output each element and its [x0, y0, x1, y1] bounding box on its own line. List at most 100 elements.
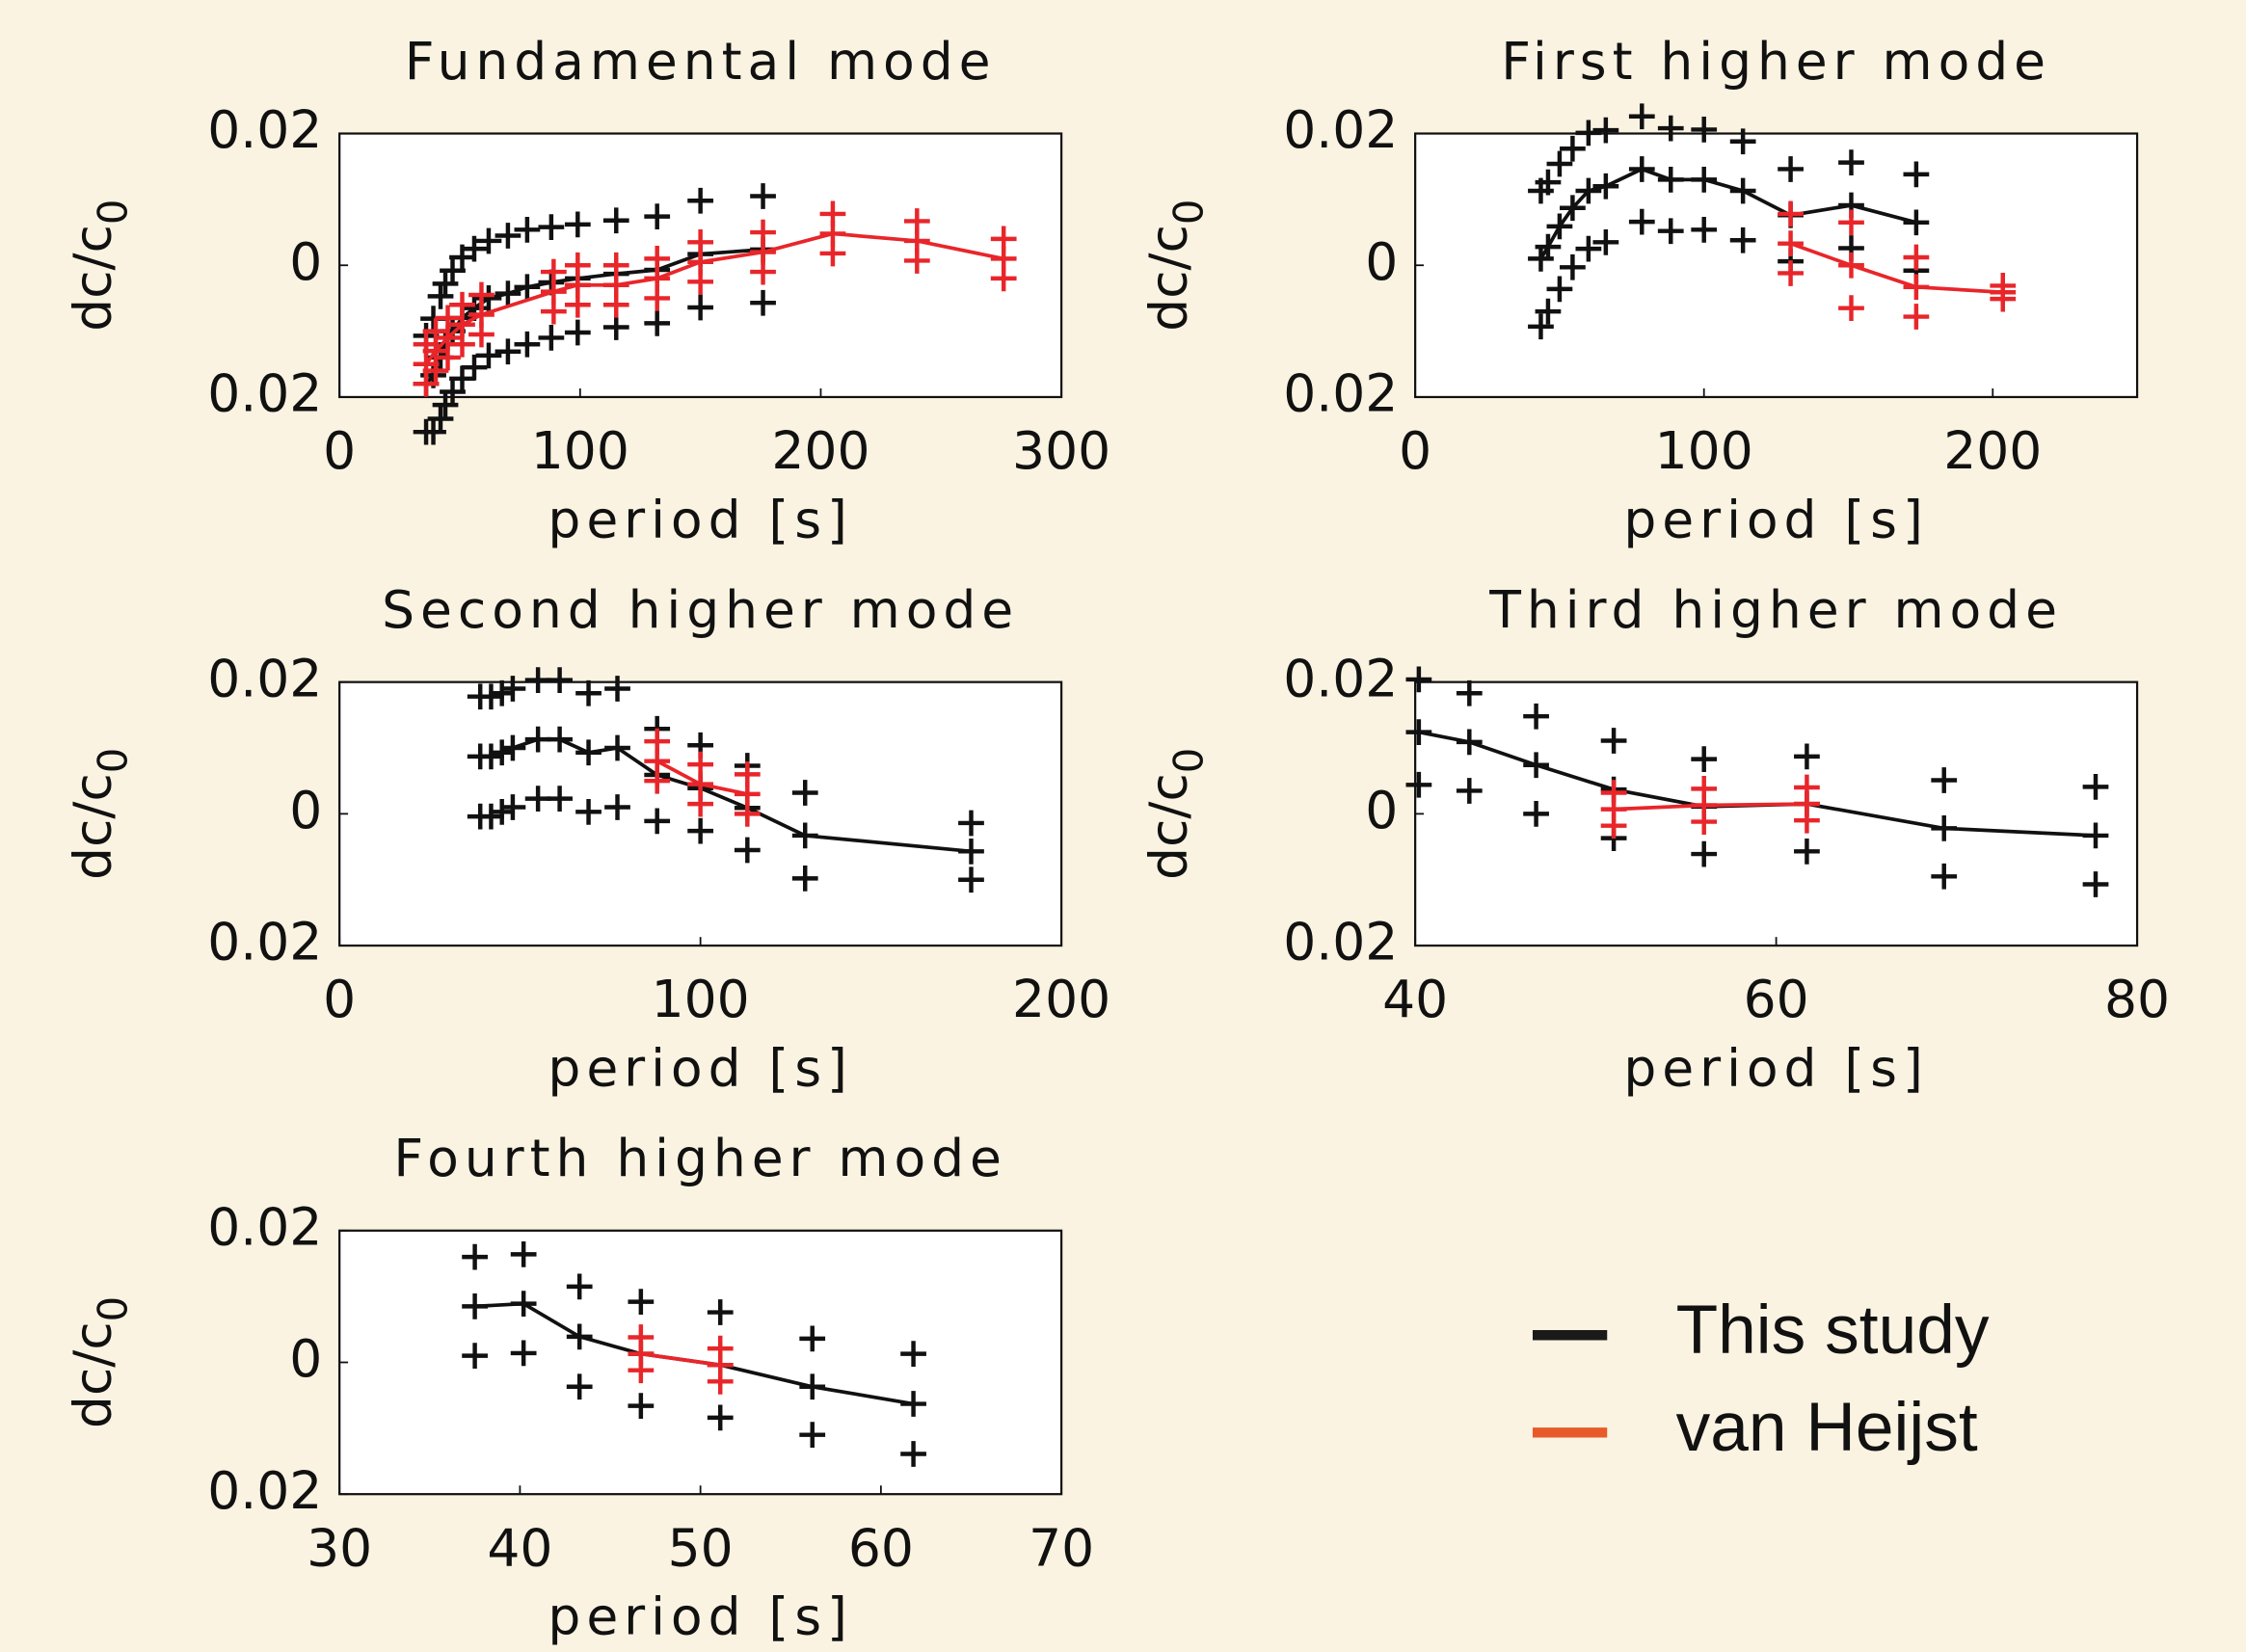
- upper-error-marker: [1778, 156, 1804, 182]
- upper-error-marker: [1691, 117, 1718, 143]
- mean-marker: [604, 734, 630, 761]
- upper-error-marker: [495, 223, 521, 249]
- y-tick-label: 0: [289, 231, 322, 292]
- upper-error-marker: [1903, 244, 1930, 271]
- y-axis-label-text: dc/c: [1137, 773, 1198, 880]
- upper-error-marker: [510, 1241, 537, 1267]
- upper-error-marker: [1794, 743, 1820, 770]
- x-tick-label: 40: [1382, 969, 1448, 1029]
- x-tick-label: 50: [668, 1517, 734, 1578]
- mean-marker: [2082, 822, 2109, 849]
- upper-error-marker: [440, 257, 466, 284]
- mean-marker: [1903, 274, 1930, 301]
- upper-error-marker: [564, 211, 591, 238]
- x-tick-label: 30: [307, 1517, 372, 1578]
- lower-error-marker: [687, 790, 714, 817]
- lower-error-marker: [524, 786, 551, 813]
- lower-error-marker: [489, 798, 516, 825]
- upper-error-marker: [644, 246, 671, 272]
- upper-error-marker: [900, 1341, 926, 1367]
- subplot-title: Fourth higher mode: [393, 1128, 1007, 1188]
- mean-marker: [1560, 195, 1586, 222]
- lower-error-marker: [1592, 228, 1619, 255]
- lower-error-marker: [644, 285, 671, 311]
- upper-error-marker: [461, 235, 488, 262]
- y-axis-label-subscript: 0: [1164, 748, 1212, 773]
- upper-error-marker: [524, 667, 551, 693]
- lower-error-marker: [575, 798, 602, 825]
- x-tick-label: 0: [1399, 420, 1431, 481]
- mean-marker: [958, 838, 984, 865]
- y-tick-label: 0: [289, 1328, 322, 1389]
- upper-error-marker: [1575, 120, 1602, 147]
- lower-error-marker: [734, 800, 761, 827]
- lower-error-marker: [440, 379, 466, 405]
- series-line: [1418, 730, 2097, 838]
- upper-error-marker: [427, 282, 454, 309]
- lower-error-marker: [644, 767, 671, 794]
- lower-error-marker: [1560, 253, 1586, 280]
- y-tick-label: 0.02: [207, 1196, 322, 1257]
- mean-marker: [1628, 156, 1655, 182]
- lower-error-marker: [687, 817, 714, 844]
- y-axis-label-subscript: 0: [1164, 200, 1212, 225]
- lower-error-marker: [604, 794, 630, 820]
- mean-marker: [1657, 167, 1684, 193]
- lower-error-marker: [1523, 800, 1549, 827]
- lower-error-marker: [628, 1357, 655, 1384]
- upper-error-marker: [449, 291, 475, 318]
- y-tick-label: 0.02: [1283, 912, 1398, 973]
- lower-error-marker: [468, 321, 495, 348]
- upper-error-marker: [566, 1273, 593, 1300]
- lower-error-marker: [799, 1422, 826, 1449]
- upper-error-marker: [1794, 774, 1820, 801]
- upper-error-marker: [435, 305, 461, 332]
- mean-marker: [1523, 752, 1549, 779]
- mean-marker: [462, 1293, 488, 1319]
- mean-marker: [799, 1373, 826, 1400]
- upper-error-marker: [1903, 161, 1930, 188]
- lower-error-marker: [958, 866, 984, 893]
- upper-error-marker: [1600, 780, 1627, 806]
- upper-error-marker: [903, 208, 930, 234]
- mean-marker: [900, 1391, 926, 1417]
- upper-error-marker: [1560, 135, 1586, 162]
- y-tick-label: 0.02: [1283, 363, 1398, 424]
- y-tick-label: 0: [1365, 780, 1398, 840]
- upper-error-marker: [604, 676, 630, 702]
- x-tick-label: 70: [1029, 1517, 1094, 1578]
- upper-error-marker: [575, 679, 602, 706]
- upper-error-marker: [819, 200, 846, 227]
- lower-error-marker: [1546, 276, 1573, 303]
- y-axis-label: dc/c0: [1137, 748, 1212, 880]
- upper-error-marker: [2082, 773, 2109, 800]
- lower-error-marker: [435, 344, 461, 371]
- lower-error-marker: [687, 268, 714, 295]
- upper-error-marker: [750, 219, 776, 246]
- mean-marker: [566, 1323, 593, 1350]
- x-tick-label: 100: [652, 969, 750, 1029]
- upper-error-marker: [644, 728, 671, 755]
- upper-error-marker: [432, 271, 459, 297]
- y-axis-label-subscript: 0: [89, 748, 136, 773]
- lower-error-marker: [990, 265, 1017, 292]
- lower-error-marker: [1691, 840, 1718, 867]
- y-axis-label: dc/c0: [62, 200, 136, 332]
- lower-error-marker: [420, 418, 446, 445]
- mean-marker: [499, 734, 526, 761]
- mean-marker: [1575, 177, 1602, 204]
- mean-marker: [791, 822, 818, 849]
- upper-error-marker: [644, 203, 671, 230]
- y-tick-label: 0: [289, 780, 322, 840]
- upper-error-marker: [538, 214, 565, 240]
- y-tick-label: 0.02: [207, 363, 322, 424]
- lower-error-marker: [734, 837, 761, 864]
- x-tick-label: 0: [323, 420, 356, 481]
- lower-error-marker: [1535, 298, 1562, 325]
- upper-error-marker: [489, 679, 516, 706]
